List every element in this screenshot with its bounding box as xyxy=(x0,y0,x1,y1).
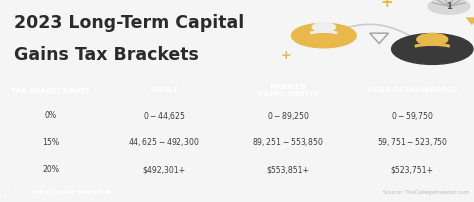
Text: MARRIED
FILING JOINTLY: MARRIED FILING JOINTLY xyxy=(258,84,319,97)
Circle shape xyxy=(392,34,473,64)
Text: THE COLLEGE INVESTOR: THE COLLEGE INVESTOR xyxy=(31,190,110,195)
Text: $0 - $44,625: $0 - $44,625 xyxy=(143,109,185,121)
Circle shape xyxy=(292,23,356,48)
Text: $59,751 - $523,750: $59,751 - $523,750 xyxy=(376,137,448,148)
Text: 0%: 0% xyxy=(45,111,57,120)
Text: 1: 1 xyxy=(446,2,452,11)
Text: SINGLE: SINGLE xyxy=(149,87,179,94)
Text: 20%: 20% xyxy=(43,165,59,174)
Text: +: + xyxy=(380,0,393,10)
Text: 2023 Long-Term Capital: 2023 Long-Term Capital xyxy=(14,14,244,32)
Text: Gains Tax Brackets: Gains Tax Brackets xyxy=(14,46,199,64)
Text: $492,301+: $492,301+ xyxy=(143,165,185,174)
Text: $523,751+: $523,751+ xyxy=(391,165,434,174)
Polygon shape xyxy=(465,17,474,25)
Text: +: + xyxy=(281,49,292,62)
Text: $0 - $59,750: $0 - $59,750 xyxy=(391,109,433,121)
Text: 🎓: 🎓 xyxy=(5,188,9,197)
Text: Source: TheCollegeInvestor.com: Source: TheCollegeInvestor.com xyxy=(383,190,469,195)
Text: $44,625 - $492,300: $44,625 - $492,300 xyxy=(128,137,200,148)
Text: $89,251 - $553,850: $89,251 - $553,850 xyxy=(252,137,324,148)
Circle shape xyxy=(312,23,336,32)
Text: TAX BRACKET/RATE: TAX BRACKET/RATE xyxy=(11,87,91,94)
Circle shape xyxy=(428,0,470,14)
Text: 15%: 15% xyxy=(42,138,60,147)
Text: $553,851+: $553,851+ xyxy=(267,165,310,174)
Circle shape xyxy=(417,34,448,45)
Text: HEAD OF HOUSEHOLD: HEAD OF HOUSEHOLD xyxy=(367,87,457,94)
Text: $0 - $89,250: $0 - $89,250 xyxy=(267,109,310,121)
